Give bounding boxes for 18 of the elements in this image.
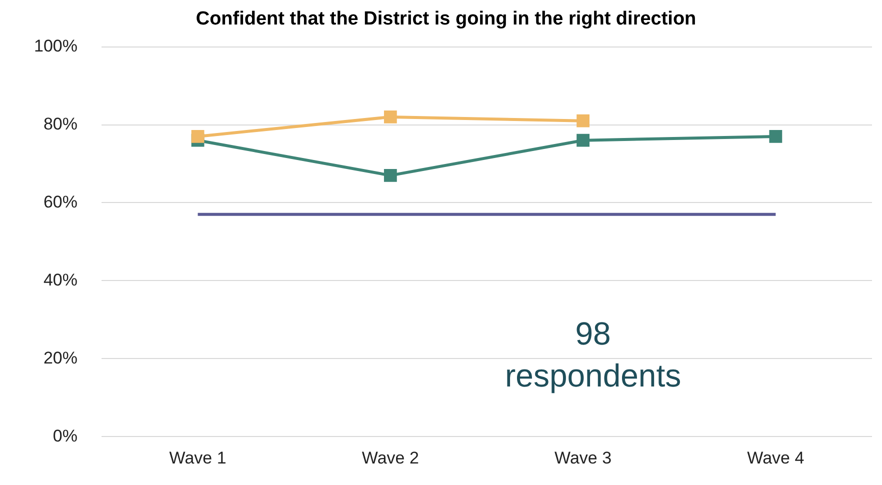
x-tick-label: Wave 4 [747,448,804,468]
y-tick-label: 100% [34,36,78,56]
annotation: 98 respondents [504,315,682,394]
point [769,130,782,143]
y-tick-label: 20% [43,348,78,368]
chart-title: Confident that the District is going in the right direction [196,8,696,30]
point [576,114,590,128]
y-tick-label: 80% [43,114,78,134]
point [384,168,397,182]
y-tick-label: 40% [43,270,78,290]
y-tick-label: 0% [52,426,78,446]
x-tick-label: Wave 3 [554,448,612,468]
point [191,130,204,143]
x-tick-label: Wave 1 [169,448,226,468]
x-tick-label: Wave 2 [362,448,419,468]
y-tick-label: 60% [43,192,78,212]
point [384,110,397,124]
point [576,134,590,147]
